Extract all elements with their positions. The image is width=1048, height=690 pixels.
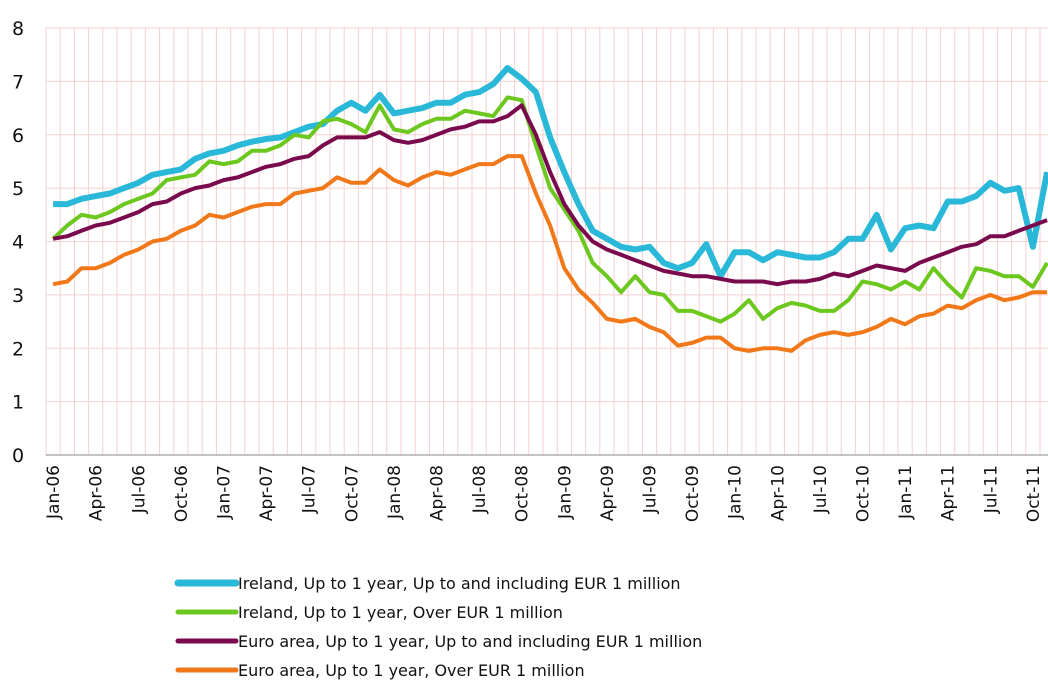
- x-tick-label: Oct-10: [854, 465, 874, 522]
- grid: [45, 27, 1048, 456]
- series-line: [51, 95, 1048, 324]
- legend: Ireland, Up to 1 year, Up to and includi…: [174, 574, 702, 680]
- x-tick-label: Jul-06: [129, 465, 149, 514]
- x-tick-label: Jul-07: [300, 465, 320, 514]
- x-tick-label: Apr-09: [598, 465, 618, 521]
- x-tick-label: Oct-07: [342, 465, 362, 522]
- x-tick-label: Apr-07: [257, 465, 277, 521]
- series-line: [53, 65, 1048, 280]
- x-tick-label: Jan-11: [896, 465, 916, 520]
- x-tick-label: Jul-10: [811, 465, 831, 514]
- y-tick-label: 3: [12, 285, 24, 307]
- y-tick-label: 5: [12, 178, 24, 200]
- plot: [51, 65, 1048, 353]
- x-tick-label: Jul-08: [470, 465, 490, 514]
- x-tick-label: Oct-11: [1024, 465, 1044, 522]
- x-tick-label: Jan-10: [726, 465, 746, 520]
- x-tick-label: Jan-08: [385, 465, 405, 520]
- legend-label: Ireland, Up to 1 year, Over EUR 1 millio…: [238, 603, 563, 622]
- y-tick-label: 2: [12, 338, 24, 360]
- y-tick-label: 4: [12, 232, 24, 254]
- legend-label: Euro area, Up to 1 year, Up to and inclu…: [238, 632, 702, 651]
- x-tick-label: Oct-08: [513, 465, 533, 522]
- legend-label: Euro area, Up to 1 year, Over EUR 1 mill…: [238, 661, 585, 680]
- x-tick-label: Oct-06: [172, 465, 192, 522]
- series-line: [52, 154, 1048, 353]
- y-tick-label: 1: [12, 392, 24, 414]
- x-tick-label: Jan-09: [555, 465, 575, 520]
- x-tick-label: Apr-08: [428, 465, 448, 521]
- x-tick-label: Apr-10: [768, 465, 788, 521]
- x-tick-label: Oct-09: [683, 465, 703, 522]
- axes: 0 1 2 3 4 5 6 7 8 Jan-06 Apr-06 Jul-06 Oct-06 Jan-07 A…: [12, 18, 1048, 522]
- x-tick-label: Jan-06: [44, 465, 64, 520]
- legend-label: Ireland, Up to 1 year, Up to and includi…: [238, 574, 681, 593]
- x-tick-label: Apr-06: [87, 465, 107, 521]
- series-line: [52, 103, 1048, 287]
- x-tick-label: Jul-11: [981, 465, 1001, 514]
- x-tick-label: Jan-07: [215, 465, 235, 520]
- y-tick-label: 7: [12, 71, 24, 93]
- y-tick-label: 0: [12, 445, 24, 467]
- x-tick-label: Apr-11: [939, 465, 959, 521]
- y-tick-label: 6: [12, 125, 24, 147]
- y-tick-label: 8: [12, 18, 24, 40]
- x-tick-label: Jul-09: [641, 465, 661, 514]
